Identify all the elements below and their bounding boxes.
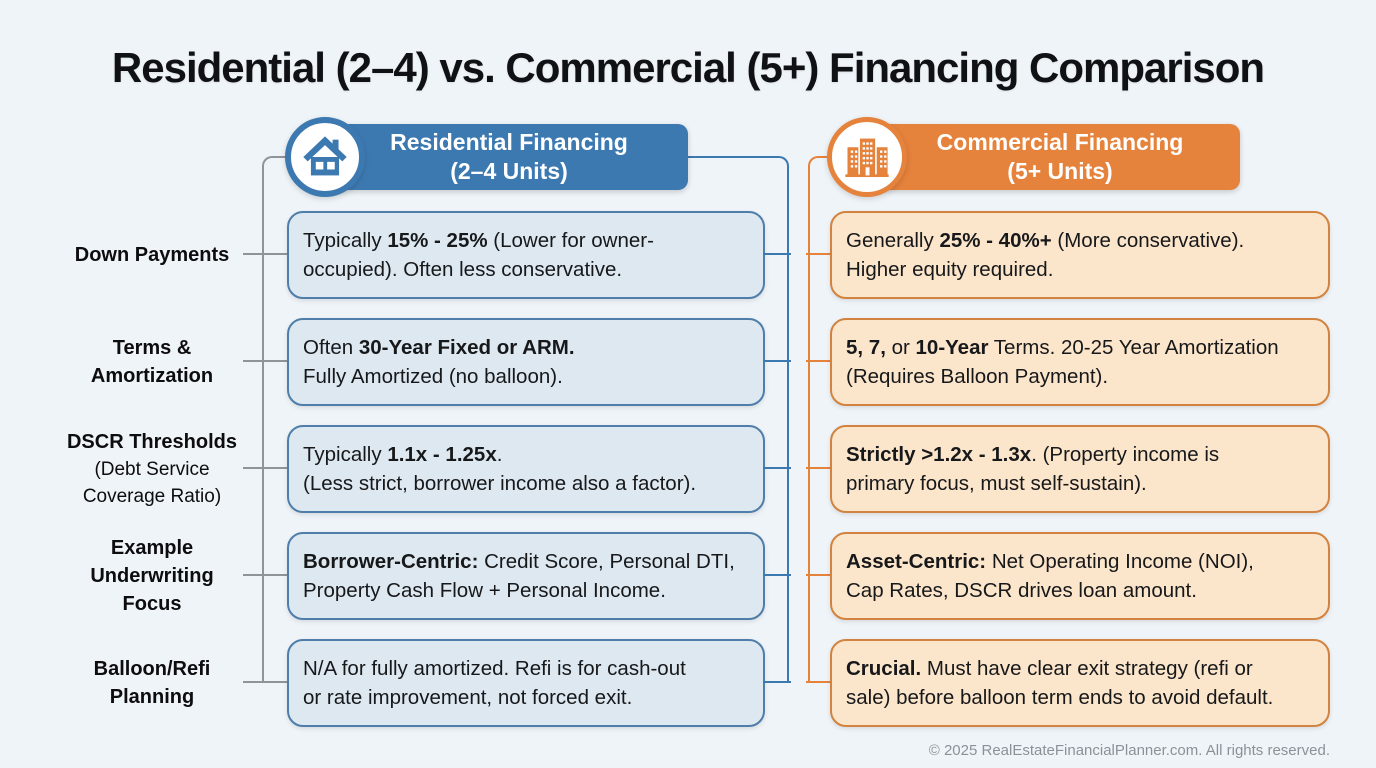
connector-commercial-stub bbox=[806, 574, 831, 576]
connector-label-stub bbox=[243, 681, 288, 683]
connector-commercial-stub bbox=[806, 253, 831, 255]
house-icon bbox=[299, 131, 351, 183]
commercial-badge bbox=[827, 117, 907, 197]
residential-cell: Typically 15% - 25% (Lower for owner- oc… bbox=[287, 211, 765, 299]
connector-residential-stub bbox=[763, 253, 791, 255]
commercial-header: Commercial Financing (5+ Units) bbox=[880, 124, 1240, 190]
connector-label-stub bbox=[243, 253, 288, 255]
page-title: Residential (2–4) vs. Commercial (5+) Fi… bbox=[111, 44, 1265, 91]
connector-residential-stub bbox=[763, 574, 791, 576]
row-label: Terms & Amortization bbox=[90, 337, 214, 387]
comparison-row: Down Payments Typically 15% - 25% (Lower… bbox=[0, 211, 1376, 299]
connector-label-stub bbox=[243, 467, 288, 469]
comparison-row: Balloon/Refi Planning N/A for fully amort… bbox=[0, 639, 1376, 727]
connector-label-stub bbox=[243, 574, 288, 576]
row-label: DSCR Thresholds (Debt Service Coverage Rat… bbox=[66, 431, 238, 507]
residential-header-line2: (2–4 Units) bbox=[450, 158, 568, 184]
connector-residential-stub bbox=[763, 467, 791, 469]
residential-cell: Typically 1.1x - 1.25x. (Less strict, bo… bbox=[287, 425, 765, 513]
connector-label-stub bbox=[243, 360, 288, 362]
connector-residential-spine bbox=[688, 156, 789, 682]
connector-residential-stub bbox=[763, 681, 791, 683]
copyright-text: © 2025 RealEstateFinancialPlanner.com. A… bbox=[928, 742, 1330, 759]
commercial-cell: Asset-Centric: Net Operating Income (NOI… bbox=[830, 532, 1330, 620]
commercial-cell: Generally 25% - 40%+ (More conservative)… bbox=[830, 211, 1330, 299]
row-label: Balloon/Refi Planning bbox=[93, 658, 211, 708]
commercial-cell: 5, 7, or 10-Year Terms. 20-25 Year Amort… bbox=[830, 318, 1330, 406]
residential-cell: Borrower-Centric: Credit Score, Personal… bbox=[287, 532, 765, 620]
buildings-icon bbox=[841, 131, 893, 183]
connector-commercial-spine bbox=[808, 156, 832, 682]
commercial-header-line2: (5+ Units) bbox=[1007, 158, 1113, 184]
comparison-row: Example Underwriting Focus Borrower-Centri… bbox=[0, 532, 1376, 620]
connector-commercial-stub bbox=[806, 681, 831, 683]
comparison-row: Terms & Amortization Often 30-Year Fixed … bbox=[0, 318, 1376, 406]
comparison-row: DSCR Thresholds (Debt Service Coverage Rat… bbox=[0, 425, 1376, 513]
connector-commercial-stub bbox=[806, 467, 831, 469]
residential-header-line1: Residential Financing bbox=[390, 129, 628, 155]
connector-labels-spine bbox=[262, 156, 288, 682]
residential-cell: Often 30-Year Fixed or ARM. Fully Amorti… bbox=[287, 318, 765, 406]
row-label: Example Underwriting Focus bbox=[90, 537, 214, 615]
residential-header: Residential Financing (2–4 Units) bbox=[330, 124, 688, 190]
residential-cell: N/A for fully amortized. Refi is for cas… bbox=[287, 639, 765, 727]
commercial-header-line1: Commercial Financing bbox=[936, 129, 1184, 155]
connector-residential-stub bbox=[763, 360, 791, 362]
connector-commercial-stub bbox=[806, 360, 831, 362]
commercial-cell: Crucial. Must have clear exit strategy (… bbox=[830, 639, 1330, 727]
row-label: Down Payments bbox=[74, 244, 230, 266]
residential-badge bbox=[285, 117, 365, 197]
commercial-cell: Strictly >1.2x - 1.3x. (Property income … bbox=[830, 425, 1330, 513]
